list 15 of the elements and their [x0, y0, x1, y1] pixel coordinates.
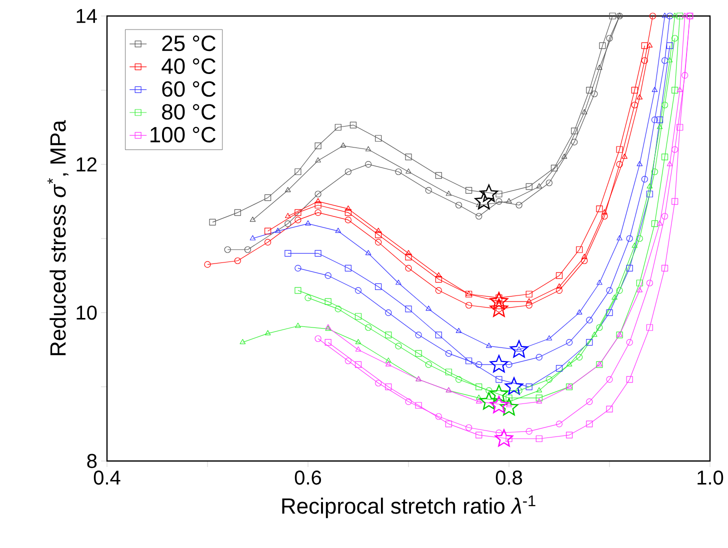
- legend-label: 80 °C: [162, 104, 216, 120]
- y-axis-title: Reduced stress σ$^{*}$, MPa: [47, 120, 68, 356]
- y-tick-label: 8: [87, 454, 97, 468]
- y-tick-label: 12: [76, 157, 96, 172]
- x-tick-label: 0.8: [496, 470, 522, 485]
- legend-label: 60 °C: [162, 81, 216, 97]
- legend-label: 25 °C: [162, 36, 216, 52]
- y-tick-label: 10: [76, 306, 97, 320]
- x-tick-label: 1.0: [698, 470, 724, 485]
- legend-label: 40 °C: [162, 58, 216, 74]
- y-tick-label: 14: [76, 9, 97, 23]
- x-tick-label: 0.6: [294, 470, 322, 485]
- legend-label: 100 °C: [150, 126, 216, 142]
- x-tick-label: 0.4: [94, 470, 120, 485]
- x-axis-title: Reciprocal stretch ratio λ$^{-1}$: [282, 496, 536, 518]
